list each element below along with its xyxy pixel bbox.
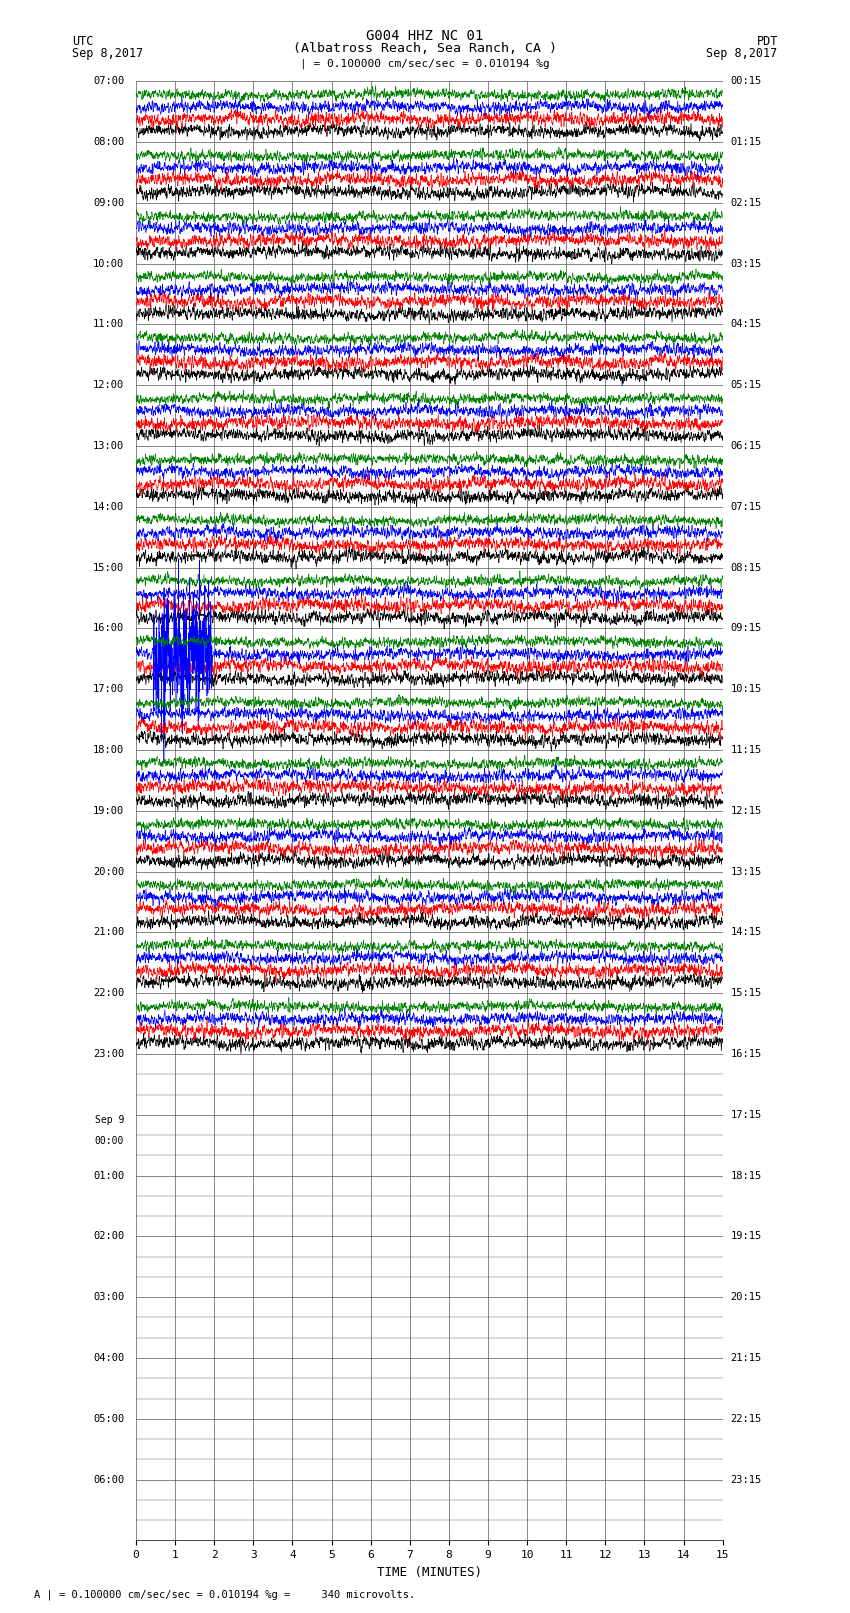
Text: PDT: PDT [756, 35, 778, 48]
Text: 12:15: 12:15 [730, 806, 762, 816]
Text: 20:15: 20:15 [730, 1292, 762, 1302]
Text: 09:15: 09:15 [730, 624, 762, 634]
Text: 01:00: 01:00 [93, 1171, 124, 1181]
Text: 04:00: 04:00 [93, 1353, 124, 1363]
Text: 11:00: 11:00 [93, 319, 124, 329]
Text: 02:15: 02:15 [730, 198, 762, 208]
Text: Sep 8,2017: Sep 8,2017 [706, 47, 778, 60]
Text: 08:00: 08:00 [93, 137, 124, 147]
Text: 11:15: 11:15 [730, 745, 762, 755]
Text: 06:00: 06:00 [93, 1474, 124, 1484]
Text: Sep 9: Sep 9 [95, 1115, 124, 1124]
Text: 14:15: 14:15 [730, 927, 762, 937]
Text: 07:00: 07:00 [93, 76, 124, 85]
Text: UTC: UTC [72, 35, 94, 48]
Text: 06:15: 06:15 [730, 440, 762, 452]
Text: 16:15: 16:15 [730, 1048, 762, 1060]
Text: 05:00: 05:00 [93, 1413, 124, 1424]
Text: G004 HHZ NC 01: G004 HHZ NC 01 [366, 29, 484, 44]
Text: | = 0.100000 cm/sec/sec = 0.010194 %g: | = 0.100000 cm/sec/sec = 0.010194 %g [300, 58, 550, 69]
Text: 10:15: 10:15 [730, 684, 762, 694]
Text: 23:15: 23:15 [730, 1474, 762, 1484]
Text: 03:15: 03:15 [730, 258, 762, 269]
Text: 03:00: 03:00 [93, 1292, 124, 1302]
Text: 18:00: 18:00 [93, 745, 124, 755]
Text: 05:15: 05:15 [730, 381, 762, 390]
Text: 00:15: 00:15 [730, 76, 762, 85]
Text: 10:00: 10:00 [93, 258, 124, 269]
Text: 18:15: 18:15 [730, 1171, 762, 1181]
Text: 14:00: 14:00 [93, 502, 124, 511]
Text: 19:00: 19:00 [93, 806, 124, 816]
Text: 01:15: 01:15 [730, 137, 762, 147]
Text: Sep 8,2017: Sep 8,2017 [72, 47, 144, 60]
Text: 13:00: 13:00 [93, 440, 124, 452]
Text: 16:00: 16:00 [93, 624, 124, 634]
Text: 22:15: 22:15 [730, 1413, 762, 1424]
Text: 15:00: 15:00 [93, 563, 124, 573]
Text: 21:15: 21:15 [730, 1353, 762, 1363]
X-axis label: TIME (MINUTES): TIME (MINUTES) [377, 1566, 482, 1579]
Text: 13:15: 13:15 [730, 866, 762, 876]
Text: 23:00: 23:00 [93, 1048, 124, 1060]
Text: 07:15: 07:15 [730, 502, 762, 511]
Text: (Albatross Reach, Sea Ranch, CA ): (Albatross Reach, Sea Ranch, CA ) [293, 42, 557, 55]
Text: 20:00: 20:00 [93, 866, 124, 876]
Text: 21:00: 21:00 [93, 927, 124, 937]
Text: 04:15: 04:15 [730, 319, 762, 329]
Text: 08:15: 08:15 [730, 563, 762, 573]
Text: 22:00: 22:00 [93, 989, 124, 998]
Text: 17:00: 17:00 [93, 684, 124, 694]
Text: 00:00: 00:00 [95, 1136, 124, 1147]
Text: 19:15: 19:15 [730, 1231, 762, 1242]
Text: 17:15: 17:15 [730, 1110, 762, 1119]
Text: 09:00: 09:00 [93, 198, 124, 208]
Text: 12:00: 12:00 [93, 381, 124, 390]
Text: A | = 0.100000 cm/sec/sec = 0.010194 %g =     340 microvolts.: A | = 0.100000 cm/sec/sec = 0.010194 %g … [34, 1589, 416, 1600]
Text: 15:15: 15:15 [730, 989, 762, 998]
Text: 02:00: 02:00 [93, 1231, 124, 1242]
